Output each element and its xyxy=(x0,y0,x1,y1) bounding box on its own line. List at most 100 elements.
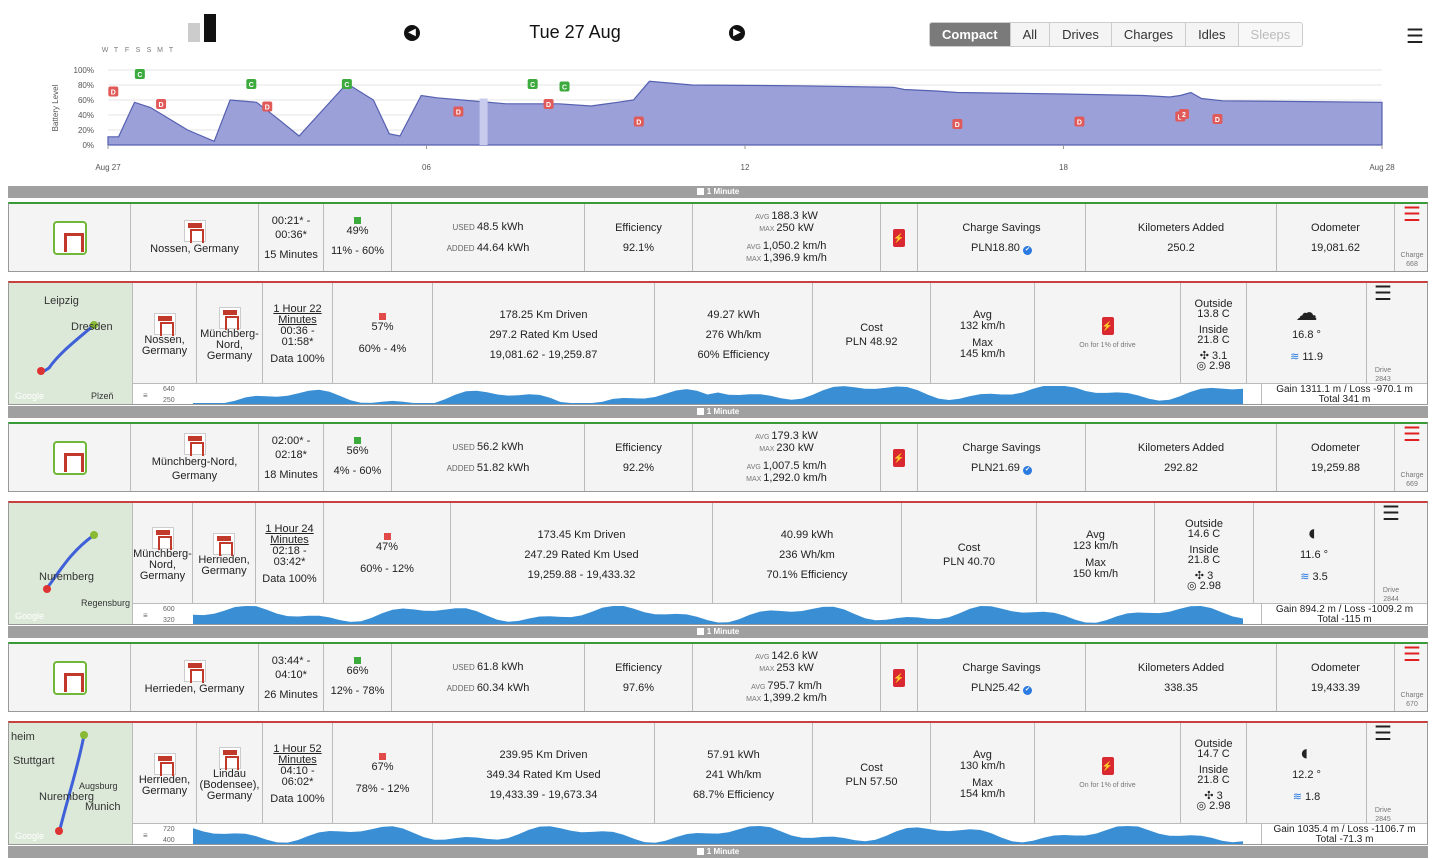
km-added-label: Kilometers Added xyxy=(1137,661,1225,674)
battery-area xyxy=(107,80,1383,146)
added-label: ADDED xyxy=(446,463,477,473)
event-marker xyxy=(262,101,273,112)
week-day-bar[interactable] xyxy=(204,13,216,42)
drive-heater-cell: ⚡ On for 1% of drive xyxy=(1035,723,1181,826)
elevation-gain-loss: Gain 894.2 m / Loss -1009.2 m xyxy=(1275,604,1414,615)
cost-value: PLN 57.50 xyxy=(845,775,898,788)
climate-value: ◎ 2.98 xyxy=(1186,579,1222,592)
hamburger-icon[interactable]: ☰ xyxy=(1374,283,1392,305)
drive-duration-link[interactable]: 1 Hour 52 Minutes xyxy=(273,742,322,766)
filter-idles[interactable]: Idles xyxy=(1185,23,1238,46)
filter-compact[interactable]: Compact xyxy=(930,23,1010,46)
wind-line: ≋ 3.5 xyxy=(1300,570,1328,584)
charge-soc: 56% 4% - 60% xyxy=(324,424,392,491)
charge-row[interactable]: Nossen, Germany 00:21* - 00:36* 15 Minutes… xyxy=(8,202,1428,272)
hamburger-icon[interactable]: ☰ xyxy=(1406,26,1424,48)
avg-speed: 132 km/h xyxy=(959,319,1006,332)
hamburger-icon[interactable]: ☰ xyxy=(1382,503,1400,525)
elevation-profile: 600 320 ≡ xyxy=(133,603,1261,624)
energy-used: 57.91 kWh xyxy=(707,748,760,761)
minute-icon xyxy=(696,628,704,635)
fan-value: ✣ 3 xyxy=(1194,569,1214,582)
map-label: Dresden xyxy=(71,321,113,333)
filter-drives[interactable]: Drives xyxy=(1049,23,1111,46)
used-label: USED xyxy=(452,222,477,232)
drive-duration-link[interactable]: 1 Hour 22 Minutes xyxy=(273,302,322,326)
drive-row[interactable]: Nuremberg heim Stuttgart Augsburg Munich Goog… xyxy=(8,721,1428,845)
supercharger-icon xyxy=(153,752,176,776)
max-kw-line: MAX 253 kW xyxy=(759,662,813,675)
soc-range: 60% - 4% xyxy=(358,343,407,355)
side-number: 2844 xyxy=(1383,596,1399,603)
drive-row[interactable]: Leipzig Dresden Plzeň Google Nossen, Germany… xyxy=(8,281,1428,405)
route-map[interactable]: Nuremberg heim Stuttgart Augsburg Munich Goog… xyxy=(9,723,133,844)
odometer-label: Odometer xyxy=(1311,441,1360,454)
wind-line: ≋ 11.9 xyxy=(1290,350,1323,364)
location-label: Herrieden, Germany xyxy=(144,682,245,695)
hamburger-icon[interactable]: ☰ xyxy=(1374,723,1392,745)
week-day-bar[interactable] xyxy=(188,22,200,42)
to-location: Herrieden, Germany xyxy=(198,553,250,577)
cost-label: Cost xyxy=(860,761,883,774)
km-driven: 173.45 Km Driven xyxy=(537,528,626,541)
filter-all[interactable]: All xyxy=(1009,23,1050,46)
avg-kw-line: AVG 188.3 kW xyxy=(755,210,818,223)
event-marker xyxy=(341,79,352,89)
plug-icon xyxy=(52,660,87,695)
drive-row[interactable]: Nuremberg Regensburg Google Münchberg-Nord,… xyxy=(8,501,1428,625)
efficiency-label: Efficiency xyxy=(615,221,662,234)
soc-range: 11% - 60% xyxy=(331,245,384,257)
week-day-label: T xyxy=(113,47,119,54)
filter-sleeps[interactable]: Sleeps xyxy=(1237,23,1303,46)
wind-icon: ≋ xyxy=(1290,350,1303,363)
arrow-left-icon[interactable]: ◀ xyxy=(404,25,420,41)
savings-label: Charge Savings xyxy=(962,221,1041,234)
outside-temp: 13.8 C xyxy=(1197,307,1230,320)
drive-duration-link[interactable]: 1 Hour 24 Minutes xyxy=(265,522,314,546)
power-cell: AVG 179.3 kW MAX 230 kW AVG 1,007.5 km/h MA… xyxy=(693,424,881,491)
route-map[interactable]: Leipzig Dresden Plzeň Google xyxy=(9,283,133,404)
soc-pct: 47% xyxy=(375,541,399,553)
from-location: Herrieden, Germany xyxy=(138,773,191,797)
side-label: Drive 2843 xyxy=(1375,366,1391,384)
verified-icon: ✔ xyxy=(1022,465,1032,475)
hamburger-icon[interactable]: ☰ xyxy=(1403,424,1421,446)
drive-dist-cell: 173.45 Km Driven 247.29 Rated Km Used 19,2… xyxy=(451,503,713,606)
km-added-cell: Kilometers Added 292.82 xyxy=(1086,424,1277,491)
added-label: ADDED xyxy=(446,683,477,693)
x-tick-label: 06 xyxy=(422,163,431,172)
charge-row[interactable]: Münchberg-Nord, Germany 02:00* - 02:18* 18… xyxy=(8,422,1428,492)
charger-icon: ⚡ xyxy=(893,668,905,687)
drive-from-cell: Münchberg-Nord, Germany xyxy=(133,503,193,606)
svg-text:320: 320 xyxy=(163,617,175,624)
efficiency-value: 92.1% xyxy=(622,241,655,254)
event-marker xyxy=(952,119,963,129)
side-label: Charge 669 xyxy=(1401,471,1424,489)
hamburger-icon[interactable]: ☰ xyxy=(1403,204,1421,226)
map-label: Google xyxy=(15,831,45,841)
added-line: ADDED 60.34 kWh xyxy=(447,681,530,696)
avg-kmh: 1,007.5 km/h xyxy=(762,459,827,472)
hamburger-icon[interactable]: ☰ xyxy=(1403,644,1421,666)
savings-value: PLN18.80 ✔ xyxy=(971,241,1032,255)
battery-level-chart: 100% 80% 60% 40% 20% 0% Battery Level Aug 27 06 1… xyxy=(51,66,1395,172)
event-marker xyxy=(559,81,570,92)
charge-row[interactable]: Herrieden, Germany 03:44* - 04:10* 26 Minu… xyxy=(8,642,1428,712)
added-line: ADDED 51.82 kWh xyxy=(447,461,530,476)
elevation-chart: 600 320 ≡ xyxy=(143,606,1243,624)
side-kind: Drive xyxy=(1374,807,1392,814)
event-marker-label: D xyxy=(955,122,960,129)
duration-divider: 1 Minute xyxy=(8,406,1428,418)
side-number: 2843 xyxy=(1375,376,1391,383)
y-tick-label: 100% xyxy=(74,66,94,75)
filter-charges[interactable]: Charges xyxy=(1110,23,1186,46)
arrow-right-icon[interactable]: ▶ xyxy=(729,25,745,41)
avg-kw-line: AVG 179.3 kW xyxy=(755,430,818,443)
max-label: Max xyxy=(972,776,993,789)
max-label: MAX xyxy=(746,475,764,483)
max-label: MAX xyxy=(746,255,764,263)
route-map[interactable]: Nuremberg Regensburg Google xyxy=(9,503,133,624)
minute-icon xyxy=(696,848,704,855)
odometer-range: 19,433.39 - 19,673.34 xyxy=(489,788,598,801)
